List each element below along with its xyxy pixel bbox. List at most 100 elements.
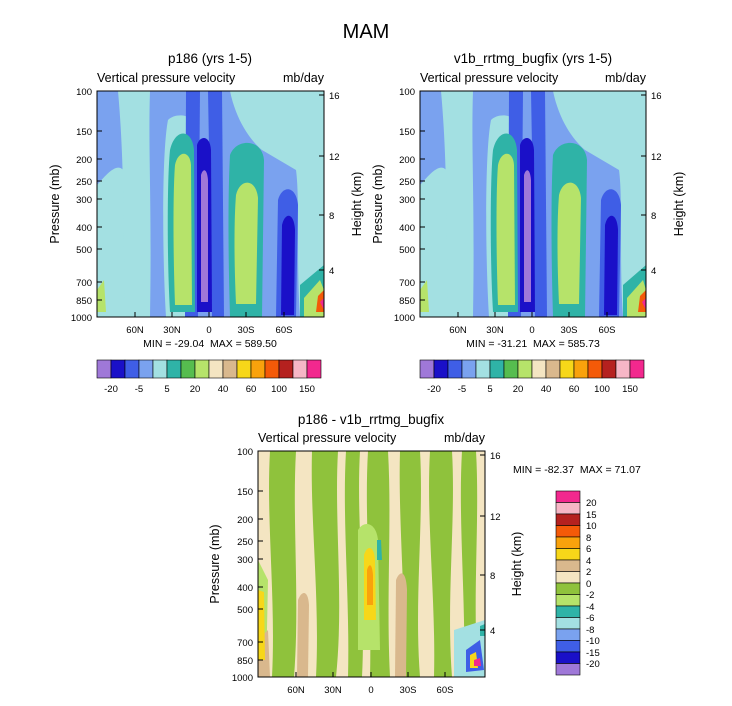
x-tick-label: 60S bbox=[437, 685, 454, 696]
contour-band bbox=[269, 451, 297, 677]
colorbar-swatch bbox=[555, 525, 581, 538]
contour-band bbox=[474, 658, 481, 666]
panel-1-frame bbox=[96, 90, 325, 318]
panel-1-left-string: Vertical pressure velocity bbox=[97, 71, 236, 85]
contour-band bbox=[97, 280, 106, 312]
colorbar-swatch bbox=[152, 359, 168, 379]
panel-1-y2-tick-labels: 16 12 8 4 bbox=[329, 91, 340, 277]
panel-1-stats: MIN = -29.04 MAX = 589.50 bbox=[143, 338, 277, 350]
x-tick-label: 60S bbox=[599, 325, 616, 336]
contour-band bbox=[553, 91, 646, 317]
colorbar-swatch bbox=[166, 359, 182, 379]
panel-2-frame bbox=[419, 90, 647, 318]
colorbar-swatch bbox=[306, 359, 322, 379]
colorbar-label: -10 bbox=[586, 636, 600, 647]
contour-band bbox=[320, 298, 324, 310]
colorbar-swatch bbox=[555, 628, 581, 641]
panel-1-x-tick-labels: 60N 30N 0 30S 60S bbox=[126, 325, 292, 336]
contour-band bbox=[173, 153, 192, 305]
colorbar-swatch bbox=[194, 359, 210, 379]
panel-3-right-string: mb/day bbox=[444, 431, 486, 445]
colorbar-swatch bbox=[555, 617, 581, 630]
y-tick-label: 850 bbox=[399, 296, 415, 307]
colorbar-swatch bbox=[292, 359, 308, 379]
contour-band bbox=[201, 170, 208, 302]
y-tick-label: 400 bbox=[237, 583, 253, 594]
colorbar-label: -5 bbox=[135, 384, 143, 395]
panel-1-ticks bbox=[97, 90, 324, 317]
colorbar-swatch bbox=[419, 359, 435, 379]
y-tick-label: 1000 bbox=[232, 673, 253, 684]
panel-2-right-string: mb/day bbox=[605, 71, 647, 85]
colorbar-swatch bbox=[555, 548, 581, 561]
colorbar-label: 100 bbox=[271, 384, 287, 395]
panel-2: v1b_rrtmg_bugfix (yrs 1-5) Vertical pres… bbox=[371, 51, 686, 395]
y-tick-label: 500 bbox=[237, 605, 253, 616]
y-tick-label: 250 bbox=[399, 177, 415, 188]
panel-2-ticks bbox=[420, 90, 646, 317]
x-tick-label: 30S bbox=[238, 325, 255, 336]
colorbar-label: 60 bbox=[246, 384, 257, 395]
panel-3-y-tick-labels: 100 150 200 250 300 400 500 700 850 1000 bbox=[232, 447, 253, 684]
panel-1-y2label: Height (km) bbox=[350, 172, 364, 237]
y-tick-label: 250 bbox=[76, 177, 92, 188]
colorbar-swatch bbox=[208, 359, 224, 379]
colorbar-swatch bbox=[555, 502, 581, 515]
contour-band bbox=[524, 170, 531, 302]
x-tick-label: 0 bbox=[529, 325, 534, 336]
colorbar-label: 150 bbox=[299, 384, 315, 395]
colorbar-label: 20 bbox=[513, 384, 524, 395]
colorbar-label: 5 bbox=[487, 384, 492, 395]
y2-tick-label: 12 bbox=[651, 152, 662, 163]
contour-band bbox=[642, 298, 646, 310]
colorbar-label: 5 bbox=[164, 384, 169, 395]
colorbar-label: -6 bbox=[586, 613, 594, 624]
colorbar-label: 40 bbox=[541, 384, 552, 395]
colorbar-label: 2 bbox=[586, 567, 591, 578]
panel-2-y2label: Height (km) bbox=[672, 172, 686, 237]
colorbar-swatch bbox=[96, 359, 112, 379]
contour-band bbox=[311, 451, 340, 677]
colorbar-label: -20 bbox=[586, 659, 600, 670]
colorbar-swatch bbox=[629, 359, 645, 379]
colorbar-label: -5 bbox=[458, 384, 466, 395]
colorbar-swatch bbox=[503, 359, 519, 379]
panel-1-y-tick-labels: 100 150 200 250 300 400 500 700 850 1000 bbox=[71, 87, 92, 324]
panel-2-colorbar bbox=[419, 359, 645, 379]
colorbar-swatch bbox=[555, 582, 581, 595]
colorbar-label: 20 bbox=[190, 384, 201, 395]
figure-title: MAM bbox=[343, 21, 390, 43]
colorbar-swatch bbox=[555, 536, 581, 549]
y-tick-label: 100 bbox=[237, 447, 253, 458]
colorbar-swatch bbox=[110, 359, 126, 379]
x-tick-label: 30N bbox=[486, 325, 504, 336]
panel-3-colorbar bbox=[555, 490, 581, 676]
colorbar-label: -20 bbox=[427, 384, 441, 395]
contour-band bbox=[377, 540, 382, 560]
x-tick-label: 60N bbox=[287, 685, 305, 696]
panel-3: p186 - v1b_rrtmg_bugfix Vertical pressur… bbox=[208, 412, 641, 696]
y-tick-label: 250 bbox=[237, 537, 253, 548]
panel-2-x-tick-labels: 60N 30N 0 30S 60S bbox=[449, 325, 615, 336]
colorbar-label: 4 bbox=[586, 556, 591, 567]
colorbar-swatch bbox=[180, 359, 196, 379]
y-tick-label: 300 bbox=[399, 195, 415, 206]
colorbar-label: 20 bbox=[586, 498, 597, 509]
x-tick-label: 60N bbox=[449, 325, 467, 336]
panel-3-title: p186 - v1b_rrtmg_bugfix bbox=[298, 412, 445, 427]
panel-2-y-tick-labels: 100 150 200 250 300 400 500 700 850 1000 bbox=[394, 87, 415, 324]
y2-tick-label: 4 bbox=[329, 266, 334, 277]
y-tick-label: 850 bbox=[237, 656, 253, 667]
colorbar-swatch bbox=[555, 651, 581, 664]
contour-band bbox=[420, 280, 429, 312]
panel-2-contour-field bbox=[420, 91, 646, 317]
colorbar-label: -2 bbox=[586, 590, 594, 601]
colorbar-swatch bbox=[489, 359, 505, 379]
x-tick-label: 30N bbox=[324, 685, 342, 696]
colorbar-swatch bbox=[555, 640, 581, 653]
colorbar-swatch bbox=[461, 359, 477, 379]
contour-band bbox=[429, 451, 453, 677]
colorbar-swatch bbox=[601, 359, 617, 379]
panel-3-y2-tick-labels: 16 12 8 4 bbox=[490, 451, 501, 637]
